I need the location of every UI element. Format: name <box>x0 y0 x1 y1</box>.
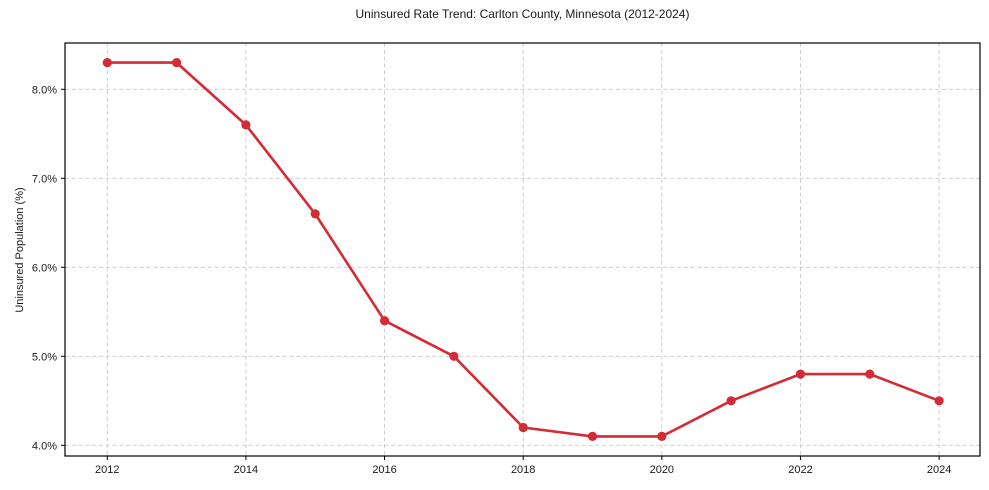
data-point <box>449 351 459 361</box>
data-point <box>518 422 528 433</box>
x-tick-label: 2020 <box>650 464 674 476</box>
x-tick-label: 2022 <box>788 464 812 476</box>
data-point <box>726 396 736 406</box>
x-tick-label: 2018 <box>511 464 535 476</box>
y-tick-label: 5.0% <box>32 351 57 363</box>
y-tick-label: 6.0% <box>32 262 57 274</box>
x-tick-label: 2024 <box>927 464 951 476</box>
data-point <box>865 369 875 379</box>
data-point <box>657 431 667 441</box>
chart-title: Uninsured Rate Trend: Carlton County, Mi… <box>355 7 690 21</box>
data-point <box>310 209 320 219</box>
x-tick-label: 2012 <box>95 464 119 476</box>
data-point <box>795 369 806 379</box>
data-point <box>380 316 390 326</box>
y-tick-label: 8.0% <box>32 84 57 96</box>
x-tick-label: 2016 <box>372 464 396 476</box>
data-point <box>587 431 598 441</box>
data-point <box>172 58 182 68</box>
data-point <box>934 396 944 406</box>
x-tick-label: 2014 <box>234 464 258 476</box>
data-point <box>102 58 112 68</box>
data-point <box>241 120 251 130</box>
y-tick-label: 4.0% <box>32 440 57 452</box>
y-tick-label: 7.0% <box>32 173 57 185</box>
axes-frame <box>64 42 981 457</box>
